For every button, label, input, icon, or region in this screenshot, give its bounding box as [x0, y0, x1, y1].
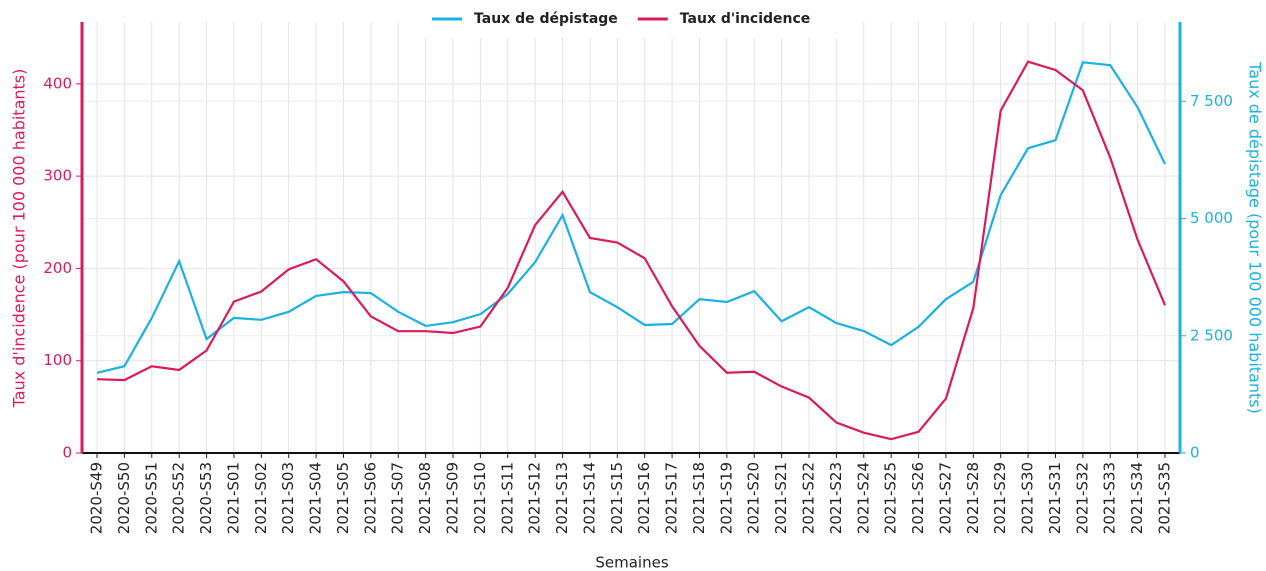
x-tick-label: 2021-S26: [909, 462, 927, 534]
legend-label: Taux de dépistage: [474, 11, 618, 27]
y2-axis-label: Taux de dépistage (pour 100 000 habitant…: [1246, 61, 1265, 414]
legend-label: Taux d'incidence: [680, 11, 811, 27]
x-tick-label: 2021-S07: [389, 462, 407, 534]
x-tick-label: 2021-S22: [800, 462, 818, 534]
x-tick-label: 2021-S17: [663, 462, 681, 534]
x-tick-label: 2020-S50: [115, 462, 133, 534]
x-tick-label: 2021-S04: [307, 462, 325, 534]
x-tick-label: 2020-S49: [88, 462, 106, 534]
x-tick-label: 2021-S15: [608, 462, 626, 534]
y-tick-label: 400: [43, 74, 72, 92]
x-tick-label: 2021-S18: [690, 462, 708, 534]
y2-tick-label: 7 500: [1190, 92, 1233, 110]
y2-tick-label: 0: [1190, 444, 1200, 462]
x-tick-label: 2021-S11: [498, 462, 516, 534]
x-tick-label: 2021-S02: [252, 462, 270, 534]
y-axis-label: Taux d'incidence (pour 100 000 habitants…: [10, 69, 29, 409]
x-tick-label: 2021-S28: [964, 462, 982, 534]
x-tick-label: 2021-S31: [1046, 462, 1064, 534]
x-tick-label: 2021-S16: [635, 462, 653, 534]
x-tick-label: 2021-S01: [224, 462, 242, 534]
y2-tick-label: 2 500: [1190, 326, 1233, 344]
x-tick-label: 2021-S25: [882, 462, 900, 534]
x-tick-label: 2021-S06: [361, 462, 379, 534]
x-tick-label: 2021-S12: [526, 462, 544, 534]
x-tick-label: 2021-S10: [471, 462, 489, 534]
y-tick-label: 200: [43, 259, 72, 277]
x-tick-label: 2021-S13: [553, 462, 571, 534]
x-tick-label: 2021-S32: [1073, 462, 1091, 534]
x-tick-label: 2021-S21: [772, 462, 790, 534]
x-tick-label: 2021-S20: [745, 462, 763, 534]
x-tick-label: 2021-S14: [580, 462, 598, 534]
y-tick-label: 0: [62, 444, 72, 462]
y-tick-label: 100: [43, 351, 72, 369]
x-tick-label: 2021-S30: [1019, 462, 1037, 534]
legend-box: [410, 0, 855, 38]
y-tick-label: 300: [43, 167, 72, 185]
x-tick-label: 2021-S08: [416, 462, 434, 534]
x-tick-label: 2021-S05: [334, 462, 352, 534]
x-tick-label: 2020-S53: [197, 462, 215, 534]
x-tick-label: 2021-S19: [717, 462, 735, 534]
line: [96, 61, 1166, 374]
line: [96, 60, 1167, 441]
x-tick-label: 2021-S27: [936, 462, 954, 534]
x-tick-label: 2021-S03: [279, 462, 297, 534]
x-tick-label: 2021-S33: [1101, 462, 1119, 534]
x-tick-label: 2020-S51: [142, 462, 160, 534]
x-tick-label: 2021-S34: [1128, 462, 1146, 534]
x-axis-label: Semaines: [595, 554, 668, 571]
x-tick-label: 2021-S29: [991, 462, 1009, 534]
x-tick-label: 2021-S35: [1156, 462, 1174, 534]
x-tick-label: 2021-S23: [827, 462, 845, 534]
x-tick-label: 2021-S24: [854, 462, 872, 534]
x-tick-label: 2021-S09: [444, 462, 462, 534]
y2-tick-label: 5 000: [1190, 209, 1233, 227]
x-tick-label: 2020-S52: [170, 462, 188, 534]
